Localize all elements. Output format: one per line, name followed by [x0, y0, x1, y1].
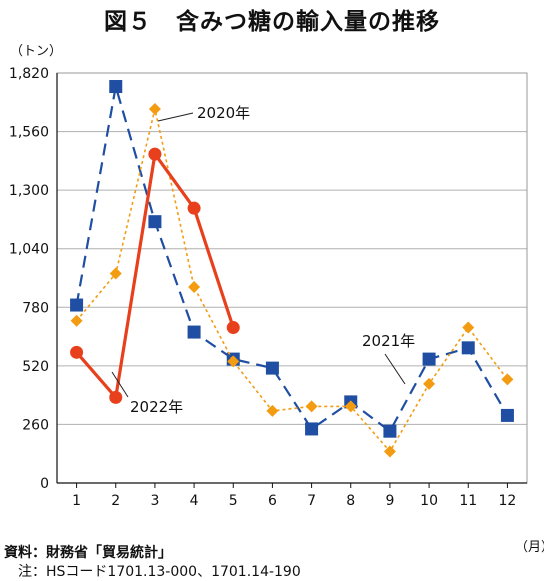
x-tick-label: 8: [346, 493, 355, 509]
data-point-2022: [226, 321, 240, 335]
data-point-2021: [70, 298, 84, 312]
callout-leader-2021: [384, 353, 406, 385]
y-tick-label: 260: [22, 417, 49, 433]
data-point-2020: [501, 373, 514, 386]
y-tick-label: 780: [22, 300, 49, 316]
series-2022: [70, 147, 240, 404]
series-label-2022: 2022年: [130, 398, 183, 416]
data-point-2022: [109, 390, 123, 404]
series-2020: [70, 103, 514, 458]
data-point-2021: [422, 352, 436, 366]
y-tick-label: 1,300: [9, 183, 49, 199]
data-point-2020: [383, 445, 396, 458]
data-point-2020: [305, 400, 318, 413]
data-point-2021: [383, 424, 397, 438]
data-point-2022: [187, 201, 201, 215]
data-point-2020: [109, 267, 122, 280]
data-point-2021: [148, 215, 162, 229]
data-point-2020: [423, 377, 436, 390]
x-axis-unit: （月）: [515, 540, 544, 555]
x-tick-label: 12: [499, 493, 517, 509]
x-tick-label: 10: [420, 493, 438, 509]
series-line-2020: [75, 108, 509, 453]
source-note: 資料：財務省「貿易統計」: [4, 545, 172, 561]
x-tick-label: 4: [190, 493, 199, 509]
data-point-2020: [344, 400, 357, 413]
x-tick-label: 3: [150, 493, 159, 509]
data-point-2022: [148, 147, 162, 161]
y-tick-label: 520: [22, 359, 49, 375]
data-point-2021: [461, 341, 475, 355]
series-line-2021: [75, 85, 509, 433]
x-tick-label: 6: [268, 493, 277, 509]
data-point-2021: [305, 422, 319, 436]
data-point-2021: [187, 325, 201, 339]
data-point-2022: [70, 345, 84, 359]
data-point-2020: [266, 404, 279, 417]
y-tick-label: 1,560: [9, 125, 49, 141]
series-label-2021: 2021年: [362, 332, 415, 350]
callout-leader-2022: [111, 371, 129, 398]
x-tick-label: 2: [111, 493, 120, 509]
x-tick-label: 5: [229, 493, 238, 509]
data-point-2020: [462, 321, 475, 334]
x-tick-label: 9: [385, 493, 394, 509]
data-point-2021: [109, 80, 123, 94]
chart-title: 図５ 含みつ糖の輸入量の推移: [104, 9, 440, 35]
y-tick-label: 0: [40, 476, 49, 492]
y-axis-unit: （トン）: [10, 44, 63, 59]
footnote: 注：HSコード1701.13-000、1701.14-190: [4, 564, 301, 580]
y-tick-label: 1,040: [9, 242, 49, 258]
data-point-2020: [70, 314, 83, 327]
x-tick-label: 7: [307, 493, 316, 509]
series-label-2020: 2020年: [197, 104, 250, 122]
plot-area: [56, 72, 528, 484]
data-point-2020: [227, 355, 240, 368]
callout-leader-2020: [157, 112, 194, 122]
y-tick-label: 1,820: [9, 66, 49, 82]
x-tick-label: 11: [459, 493, 477, 509]
data-point-2020: [188, 281, 201, 294]
data-point-2020: [148, 103, 161, 116]
data-point-2021: [500, 408, 514, 422]
x-tick-label: 1: [72, 493, 81, 509]
data-point-2021: [265, 361, 279, 375]
